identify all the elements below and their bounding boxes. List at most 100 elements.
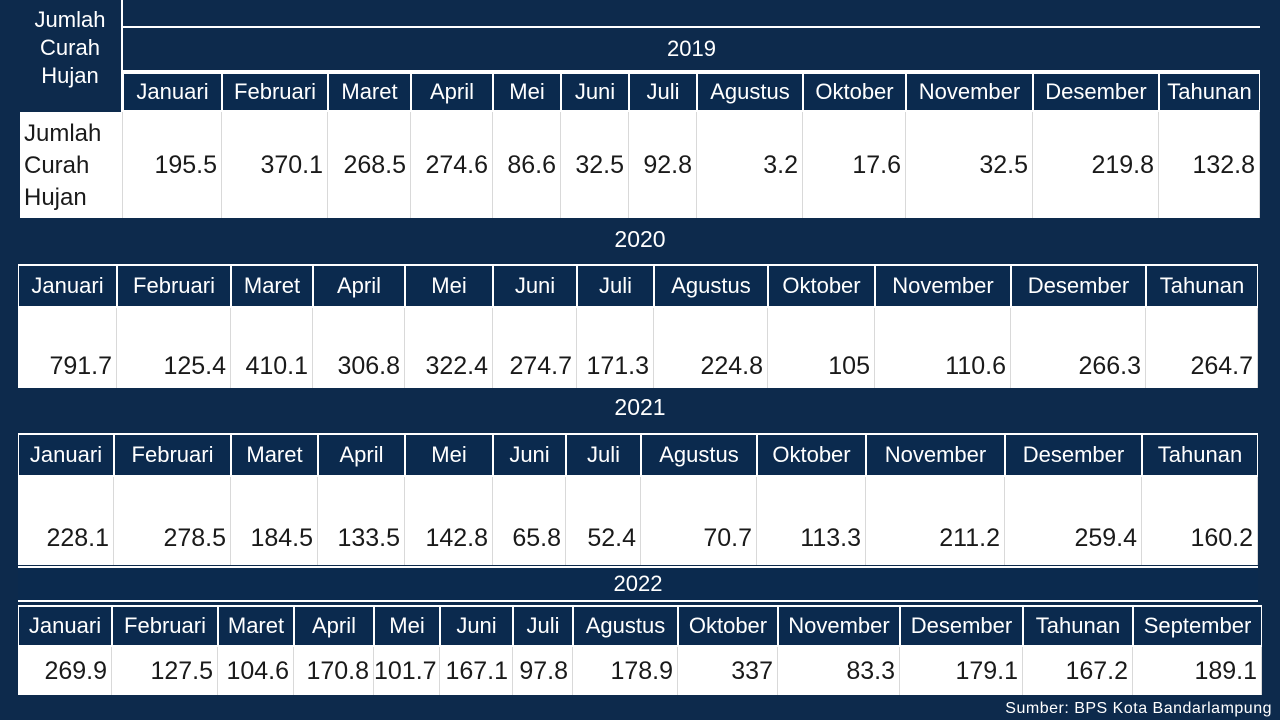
table-cell: 17.6	[803, 112, 906, 218]
column-header: Juni	[494, 435, 565, 475]
column-header: Oktober	[804, 74, 905, 110]
table-cell: 170.8	[294, 647, 374, 695]
table-cell: 83.3	[778, 647, 900, 695]
table-cell: 101.7	[374, 647, 440, 695]
row-label: Jumlah Curah Hujan	[20, 112, 123, 218]
column-header: Februari	[113, 607, 217, 645]
column-header: Juni	[562, 74, 628, 110]
table-cell: 410.1	[231, 308, 313, 388]
column-header: Februari	[115, 435, 230, 475]
column-header: April	[314, 266, 404, 306]
table-cell: 3.2	[697, 112, 803, 218]
source-note: Sumber: BPS Kota Bandarlampung	[1005, 700, 1272, 717]
table-cell: 127.5	[112, 647, 218, 695]
column-header: April	[319, 435, 404, 475]
table-cell: 322.4	[405, 308, 493, 388]
table-cell: 132.8	[1159, 112, 1260, 218]
column-header: Desember	[901, 607, 1022, 645]
year-title: 2022	[613, 571, 663, 596]
table-cell: 171.3	[577, 308, 654, 388]
column-header: Juni	[494, 266, 576, 306]
table-cell: 189.1	[1133, 647, 1262, 695]
table-cell: 65.8	[493, 477, 566, 565]
column-header: Agustus	[655, 266, 767, 306]
divider	[123, 26, 1260, 28]
table-cell: 133.5	[318, 477, 405, 565]
column-header: Januari	[19, 266, 116, 306]
year-title: 2019	[667, 36, 716, 61]
corner-label-text: Jumlah Curah Hujan	[34, 7, 106, 88]
table-cell: 211.2	[866, 477, 1005, 565]
column-header: Maret	[232, 435, 317, 475]
table-cell: 52.4	[566, 477, 641, 565]
table-cell: 142.8	[405, 477, 493, 565]
table-cell: 167.1	[440, 647, 513, 695]
column-header: Desember	[1012, 266, 1145, 306]
table-cell: 370.1	[222, 112, 328, 218]
table-cell: 224.8	[654, 308, 768, 388]
column-header: April	[295, 607, 373, 645]
column-header: Maret	[232, 266, 312, 306]
table-cell: 70.7	[641, 477, 757, 565]
table-cell: 167.2	[1023, 647, 1133, 695]
column-header: Mei	[406, 266, 492, 306]
column-header: Maret	[329, 74, 410, 110]
table-cell: 259.4	[1005, 477, 1142, 565]
table-cell: 306.8	[313, 308, 405, 388]
column-header: Oktober	[758, 435, 865, 475]
column-header: Oktober	[769, 266, 874, 306]
year-title: 2021	[614, 394, 666, 420]
table-cell: 791.7	[18, 308, 117, 388]
column-header: Juli	[630, 74, 696, 110]
divider	[123, 70, 1260, 72]
table-cell: 228.1	[18, 477, 114, 565]
table-cell: 32.5	[561, 112, 629, 218]
column-header: Januari	[19, 607, 111, 645]
table-cell: 269.9	[18, 647, 112, 695]
column-header: September	[1134, 607, 1261, 645]
column-header: Januari	[124, 74, 221, 110]
table-cell: 113.3	[757, 477, 866, 565]
column-header: Tahunan	[1024, 607, 1132, 645]
column-header: Oktober	[679, 607, 777, 645]
column-header: Desember	[1006, 435, 1141, 475]
table-cell: 92.8	[629, 112, 697, 218]
table-cell: 105	[768, 308, 875, 388]
column-header: Agustus	[698, 74, 802, 110]
column-header: Tahunan	[1143, 435, 1257, 475]
column-header: November	[867, 435, 1004, 475]
column-header: Juli	[514, 607, 572, 645]
column-header: Februari	[223, 74, 327, 110]
table-cell: 97.8	[513, 647, 573, 695]
column-header: Juni	[441, 607, 512, 645]
column-header: Tahunan	[1160, 74, 1259, 110]
table-cell: 337	[678, 647, 778, 695]
column-header: Desember	[1034, 74, 1158, 110]
table-cell: 179.1	[900, 647, 1023, 695]
column-header: November	[907, 74, 1032, 110]
table-cell: 110.6	[875, 308, 1011, 388]
column-header: November	[876, 266, 1010, 306]
column-header: Maret	[219, 607, 293, 645]
table-cell: 264.7	[1146, 308, 1258, 388]
column-header: November	[779, 607, 899, 645]
column-header: Agustus	[574, 607, 677, 645]
column-header: Juli	[567, 435, 640, 475]
column-header: Mei	[494, 74, 560, 110]
column-header: Mei	[375, 607, 439, 645]
table-cell: 184.5	[231, 477, 318, 565]
year-band	[18, 566, 1258, 602]
column-header: Tahunan	[1147, 266, 1257, 306]
column-header: Agustus	[642, 435, 756, 475]
column-header: Januari	[19, 435, 113, 475]
table-cell: 268.5	[328, 112, 411, 218]
table-cell: 195.5	[123, 112, 222, 218]
table-cell: 274.7	[493, 308, 577, 388]
column-header: Mei	[406, 435, 492, 475]
year-title: 2020	[614, 226, 666, 252]
corner-label: Jumlah Curah Hujan	[22, 6, 118, 90]
column-header: Februari	[118, 266, 230, 306]
table-cell: 266.3	[1011, 308, 1146, 388]
table-cell: 274.6	[411, 112, 493, 218]
table-cell: 160.2	[1142, 477, 1258, 565]
